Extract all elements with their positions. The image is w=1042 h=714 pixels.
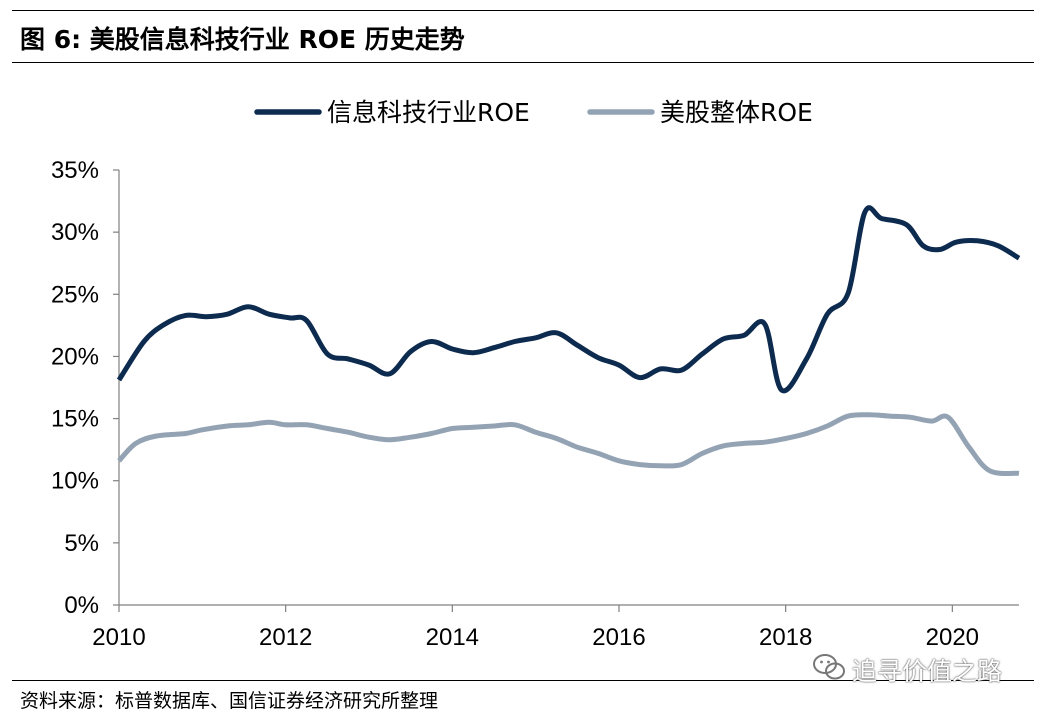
series-line-tech-roe bbox=[116, 205, 1021, 394]
x-axis: 2010 2012 2014 2016 2018 2020 bbox=[92, 604, 1019, 651]
y-tick-label: 25% bbox=[51, 281, 99, 308]
y-axis: 0% 5% 10% 15% 20% 25% 30% 35% bbox=[51, 157, 120, 619]
x-tick-label: 2010 bbox=[92, 624, 145, 651]
y-tick-label: 35% bbox=[51, 157, 99, 184]
source-note: 资料来源：标普数据库、国信证券经济研究所整理 bbox=[20, 690, 439, 712]
y-tick-label: 30% bbox=[51, 219, 99, 246]
y-tick-label: 10% bbox=[51, 468, 99, 495]
x-tick-label: 2014 bbox=[426, 624, 479, 651]
watermark: 追寻价值之路 bbox=[812, 652, 1002, 688]
y-tick-label: 0% bbox=[64, 592, 99, 619]
legend: 信息科技行业ROE 美股整体ROE bbox=[254, 98, 813, 127]
y-tick-label: 15% bbox=[51, 406, 99, 433]
top-rule bbox=[12, 10, 1034, 11]
y-tick-label: 5% bbox=[64, 530, 99, 557]
watermark-text: 追寻价值之路 bbox=[852, 657, 1003, 686]
x-tick-label: 2020 bbox=[926, 624, 979, 651]
legend-label: 美股整体ROE bbox=[660, 98, 813, 127]
title-rule bbox=[12, 62, 1034, 63]
legend-label: 信息科技行业ROE bbox=[327, 98, 530, 127]
series-layer bbox=[116, 205, 1021, 476]
source-rule bbox=[12, 680, 1034, 681]
x-tick-label: 2018 bbox=[759, 624, 812, 651]
x-tick-label: 2016 bbox=[592, 624, 645, 651]
figure-title: 图 6: 美股信息科技行业 ROE 历史走势 bbox=[20, 25, 465, 54]
y-tick-label: 20% bbox=[51, 343, 99, 370]
wechat-icon bbox=[812, 653, 846, 687]
x-tick-label: 2012 bbox=[259, 624, 312, 651]
series-line-market-roe bbox=[117, 412, 1020, 476]
